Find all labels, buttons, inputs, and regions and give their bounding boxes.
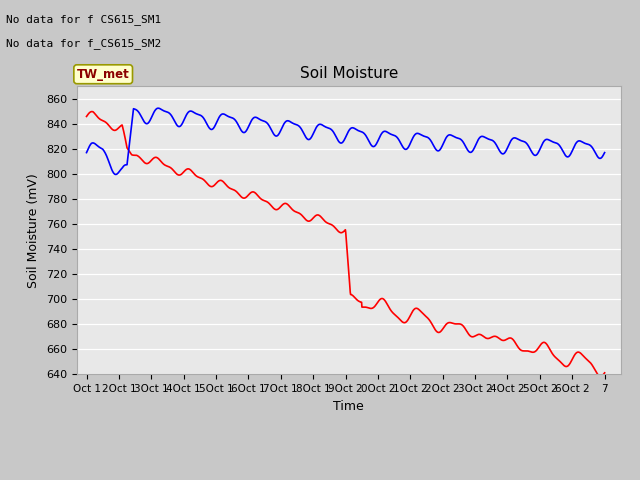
Text: No data for f CS615_SM1: No data for f CS615_SM1 [6,14,162,25]
DltaT_SM2 [92,142,100,147]
DltaT_SM1 [93,113,100,119]
Text: No data for f̲CS615̲SM2: No data for f̲CS615̲SM2 [6,38,162,49]
DltaT_SM1 [175,172,183,178]
DltaT_SM1 [88,108,96,114]
DltaT_SM2 [154,105,162,111]
DltaT_SM2 [112,171,120,177]
DltaT_SM1 [348,292,356,298]
DltaT_SM2 [348,125,356,131]
DltaT_SM2 [440,139,448,144]
Y-axis label: Soil Moisture (mV): Soil Moisture (mV) [28,173,40,288]
Line: DltaT_SM2: DltaT_SM2 [86,108,605,174]
DltaT_SM1 [596,373,604,379]
DltaT_SM1 [440,324,448,330]
Line: DltaT_SM1: DltaT_SM1 [86,111,605,376]
DltaT_SM1 [601,370,609,376]
DltaT_SM1 [317,214,325,220]
DltaT_SM1 [568,358,575,363]
DltaT_SM2 [317,122,325,128]
DltaT_SM2 [176,123,184,129]
Text: TW_met: TW_met [77,68,129,81]
X-axis label: Time: Time [333,400,364,413]
DltaT_SM2 [568,149,576,155]
DltaT_SM1 [83,114,90,120]
DltaT_SM2 [601,150,609,156]
DltaT_SM2 [83,150,90,156]
Title: Soil Moisture: Soil Moisture [300,66,398,81]
